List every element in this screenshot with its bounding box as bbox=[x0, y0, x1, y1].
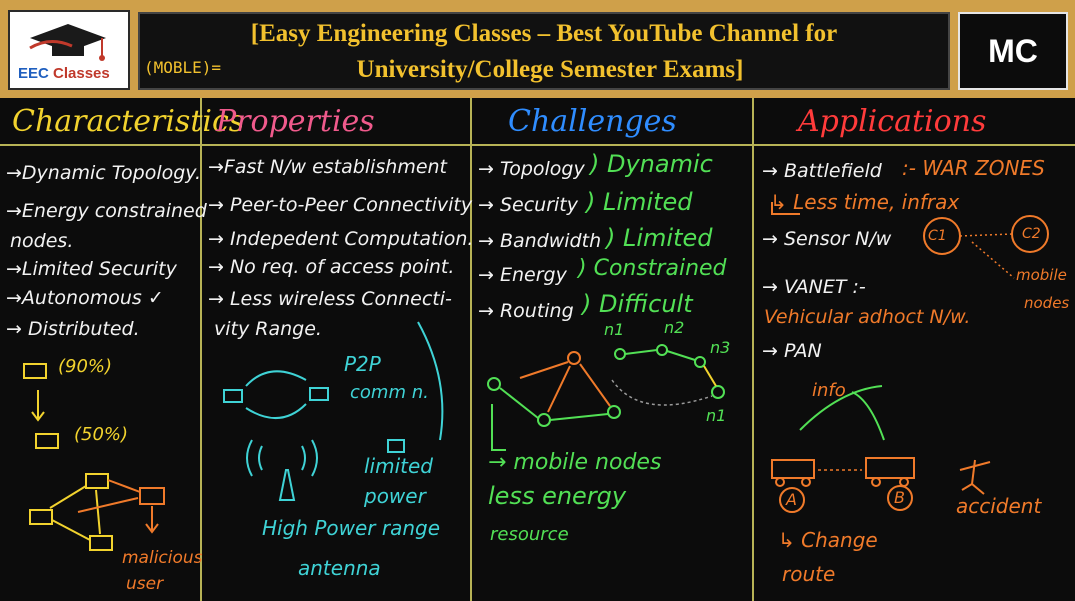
sketch-label: P2P bbox=[344, 352, 381, 376]
list-item: :- WAR ZONES bbox=[902, 156, 1045, 180]
list-item: → Distributed. bbox=[6, 318, 140, 340]
heading-properties: Properties bbox=[216, 104, 375, 139]
characteristics-sketch bbox=[23, 363, 165, 551]
sketch-label: antenna bbox=[298, 556, 381, 580]
challenge-label: → Security bbox=[478, 194, 578, 216]
list-item: Vehicular adhoct N/w. bbox=[764, 306, 971, 328]
challenge-label: → Routing bbox=[478, 300, 574, 322]
logo-text: EEC Classes bbox=[18, 65, 110, 82]
sketch-label: malicious bbox=[122, 548, 203, 568]
sketch-label: (90%) bbox=[58, 356, 113, 377]
sketch-label: n2 bbox=[664, 318, 685, 337]
sketch-label: comm n. bbox=[350, 382, 429, 403]
sketch-label: route bbox=[782, 562, 836, 586]
list-item: → Peer-to-Peer Connectivity bbox=[208, 194, 473, 216]
title-banner: [Easy Engineering Classes – Best YouTube… bbox=[138, 12, 950, 90]
sketch-label: nodes bbox=[1024, 294, 1070, 312]
sketch-label: n1 bbox=[604, 320, 625, 339]
subject-badge: MC bbox=[958, 12, 1068, 90]
logo: EEC Classes bbox=[8, 10, 130, 90]
sketch-label: power bbox=[364, 484, 426, 508]
list-item: → Less wireless Connecti- bbox=[208, 288, 452, 310]
list-item: → No req. of access point. bbox=[208, 256, 455, 278]
list-item: → VANET :- bbox=[762, 276, 866, 298]
list-item: →Dynamic Topology. bbox=[6, 162, 202, 184]
sketch-label: n1 bbox=[706, 406, 727, 425]
sketch-label: mobile bbox=[1016, 266, 1067, 284]
list-item: →Energy constrained bbox=[6, 200, 207, 222]
list-item: ↳ Less time, infrax bbox=[770, 190, 960, 214]
sketch-label: resource bbox=[490, 524, 569, 545]
challenge-value: ) Dynamic bbox=[590, 150, 713, 178]
list-item: →Limited Security bbox=[6, 258, 177, 280]
list-item: → Battlefield bbox=[762, 160, 882, 182]
list-item: nodes. bbox=[10, 230, 74, 252]
side-note: (MOBLE)= bbox=[144, 58, 222, 77]
heading-divider bbox=[0, 144, 1075, 146]
sketch-label: C2 bbox=[1022, 226, 1041, 242]
column-divider bbox=[200, 98, 202, 601]
heading-applications: Applications bbox=[798, 104, 987, 139]
challenge-label: → Energy bbox=[478, 264, 567, 286]
challenge-value: ) Difficult bbox=[582, 290, 693, 318]
sketch-label: (50%) bbox=[74, 424, 129, 445]
challenges-sketch bbox=[487, 344, 725, 451]
challenge-value: ) Limited bbox=[586, 188, 693, 216]
sketch-label: C1 bbox=[928, 228, 947, 244]
list-item: vity Range. bbox=[214, 318, 322, 340]
column-divider bbox=[470, 98, 472, 601]
challenge-value: ) Constrained bbox=[578, 256, 727, 281]
sketch-label: less energy bbox=[488, 482, 627, 510]
heading-characteristics: Characteristics bbox=[12, 104, 245, 139]
list-item: → Sensor N/w bbox=[762, 228, 892, 250]
challenge-label: → Topology bbox=[478, 158, 585, 180]
challenge-value: ) Limited bbox=[606, 224, 713, 252]
list-item: → PAN bbox=[762, 340, 822, 362]
column-divider bbox=[752, 98, 754, 601]
sketch-label: accident bbox=[956, 494, 1042, 518]
sketch-label: ↳ Change bbox=[778, 528, 878, 552]
list-item: →Fast N/w establishment bbox=[208, 156, 448, 178]
sketch-label: High Power range bbox=[262, 516, 441, 540]
graduation-cap-icon bbox=[29, 24, 106, 61]
sketch-label: B bbox=[894, 488, 905, 507]
sketch-label: user bbox=[126, 574, 164, 594]
title-line-2: University/College Semester Exams] bbox=[356, 56, 744, 83]
title-line-1: [Easy Engineering Classes – Best YouTube… bbox=[250, 20, 838, 47]
sketch-label: limited bbox=[364, 454, 433, 478]
properties-sketch bbox=[223, 321, 444, 501]
sketch-label: info bbox=[812, 380, 846, 401]
challenge-label: → Bandwidth bbox=[478, 230, 602, 252]
sketch-label: → mobile nodes bbox=[488, 450, 662, 475]
heading-challenges: Challenges bbox=[508, 104, 677, 139]
sketch-label: A bbox=[786, 490, 797, 509]
list-item: → Indepedent Computation. bbox=[208, 228, 474, 250]
list-item: →Autonomous ✓ bbox=[6, 287, 164, 309]
sketch-label: n3 bbox=[710, 338, 731, 357]
